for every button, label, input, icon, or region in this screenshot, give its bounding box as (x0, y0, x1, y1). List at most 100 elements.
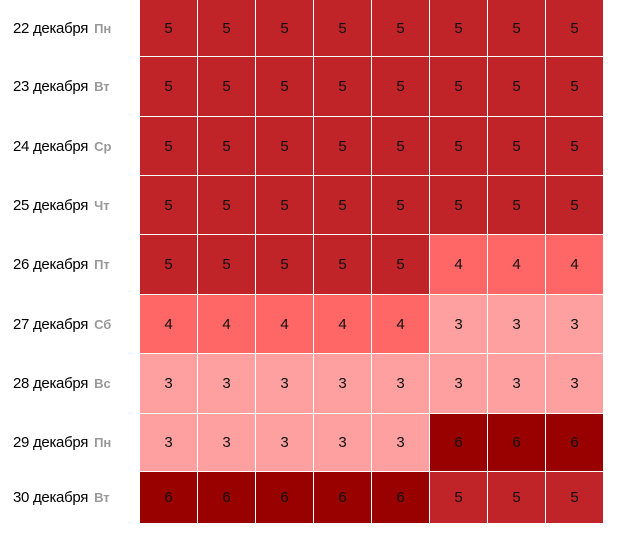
level-cell: 5 (430, 176, 487, 234)
level-cell: 5 (314, 176, 371, 234)
date-label: 27 декабря (13, 315, 89, 333)
level-cell: 5 (314, 57, 371, 116)
weekday-label: Вт (94, 79, 110, 94)
level-cell: 6 (140, 472, 197, 523)
level-cell: 5 (140, 117, 197, 175)
table-row: 28 декабря Вс 3 3 3 3 3 3 3 3 (0, 354, 618, 413)
level-cell: 4 (256, 295, 313, 353)
level-cell: 4 (546, 235, 603, 294)
row-label: 22 декабря Пн (0, 0, 140, 56)
table-row: 29 декабря Пн 3 3 3 3 3 6 6 6 (0, 414, 618, 471)
weekday-label: Чт (94, 197, 110, 213)
level-cell: 3 (430, 295, 487, 353)
level-cell: 5 (140, 57, 197, 116)
date-label: 25 декабря (13, 196, 89, 214)
level-cell: 5 (546, 117, 603, 175)
row-label: 23 декабря Вт (0, 57, 140, 116)
level-cell: 5 (546, 0, 603, 56)
level-cell: 5 (372, 0, 429, 56)
table-row: 25 декабря Чт 5 5 5 5 5 5 5 5 (0, 176, 618, 234)
table-row: 22 декабря Пн 5 5 5 5 5 5 5 5 (0, 0, 618, 56)
level-cell: 5 (430, 117, 487, 175)
table-row: 27 декабря Сб 4 4 4 4 4 3 3 3 (0, 295, 618, 353)
table-row: 24 декабря Ср 5 5 5 5 5 5 5 5 (0, 117, 618, 175)
weekday-label: Ср (94, 138, 112, 154)
level-cell: 5 (546, 57, 603, 116)
date-label: 30 декабря (13, 489, 89, 506)
level-cell: 5 (256, 0, 313, 56)
level-cell: 5 (430, 472, 487, 523)
level-cell: 5 (140, 235, 197, 294)
date-label: 28 декабря (13, 375, 89, 392)
level-cell: 4 (430, 235, 487, 294)
weekday-label: Пн (94, 435, 112, 450)
row-label: 25 декабря Чт (0, 176, 140, 234)
level-cell: 5 (546, 472, 603, 523)
level-cell: 5 (430, 57, 487, 116)
date-label: 22 декабря (13, 19, 89, 37)
level-cell: 5 (488, 176, 545, 234)
level-cell: 5 (372, 176, 429, 234)
level-cell: 3 (546, 354, 603, 413)
level-cell: 5 (372, 235, 429, 294)
level-cell: 5 (488, 57, 545, 116)
level-cell: 4 (372, 295, 429, 353)
level-cell: 3 (372, 354, 429, 413)
level-cell: 3 (256, 354, 313, 413)
level-cell: 3 (546, 295, 603, 353)
level-cell: 3 (198, 354, 255, 413)
level-cell: 5 (198, 235, 255, 294)
level-cell: 5 (372, 57, 429, 116)
row-label: 27 декабря Сб (0, 295, 140, 353)
level-cell: 4 (314, 295, 371, 353)
weekday-label: Вт (94, 490, 110, 505)
level-cell: 5 (256, 117, 313, 175)
level-cell: 5 (372, 117, 429, 175)
level-cell: 5 (488, 117, 545, 175)
weekday-label: Пт (94, 257, 110, 272)
level-cell: 3 (198, 414, 255, 471)
level-cell: 3 (430, 354, 487, 413)
level-cell: 6 (198, 472, 255, 523)
level-cell: 6 (314, 472, 371, 523)
row-label: 26 декабря Пт (0, 235, 140, 294)
level-cell: 3 (314, 414, 371, 471)
table-row: 30 декабря Вт 6 6 6 6 6 5 5 5 (0, 472, 618, 523)
level-cell: 5 (488, 0, 545, 56)
level-cell: 6 (256, 472, 313, 523)
level-cell: 5 (198, 117, 255, 175)
level-cell: 4 (198, 295, 255, 353)
level-cell: 5 (430, 0, 487, 56)
level-cell: 5 (314, 117, 371, 175)
weekday-label: Сб (94, 316, 112, 332)
level-cell: 5 (256, 235, 313, 294)
level-cell: 5 (488, 472, 545, 523)
level-cell: 5 (198, 176, 255, 234)
level-cell: 3 (488, 354, 545, 413)
date-label: 23 декабря (13, 78, 89, 95)
level-cell: 6 (488, 414, 545, 471)
level-cell: 5 (256, 57, 313, 116)
level-cell: 3 (314, 354, 371, 413)
level-cell: 6 (372, 472, 429, 523)
level-cell: 5 (198, 57, 255, 116)
level-cell: 5 (546, 176, 603, 234)
level-cell: 5 (140, 176, 197, 234)
level-cell: 6 (546, 414, 603, 471)
date-label: 29 декабря (13, 434, 89, 451)
level-cell: 5 (256, 176, 313, 234)
level-cell: 4 (488, 235, 545, 294)
row-label: 29 декабря Пн (0, 414, 140, 471)
row-label: 30 декабря Вт (0, 472, 140, 523)
level-cell: 3 (488, 295, 545, 353)
weekday-label: Вс (94, 376, 111, 391)
level-cell: 3 (256, 414, 313, 471)
level-cell: 5 (198, 0, 255, 56)
table-row: 23 декабря Вт 5 5 5 5 5 5 5 5 (0, 57, 618, 116)
table-row: 26 декабря Пт 5 5 5 5 5 4 4 4 (0, 235, 618, 294)
level-cell: 5 (314, 235, 371, 294)
date-label: 24 декабря (13, 137, 89, 155)
level-cell: 3 (140, 354, 197, 413)
date-label: 26 декабря (13, 256, 89, 273)
level-cell: 3 (140, 414, 197, 471)
